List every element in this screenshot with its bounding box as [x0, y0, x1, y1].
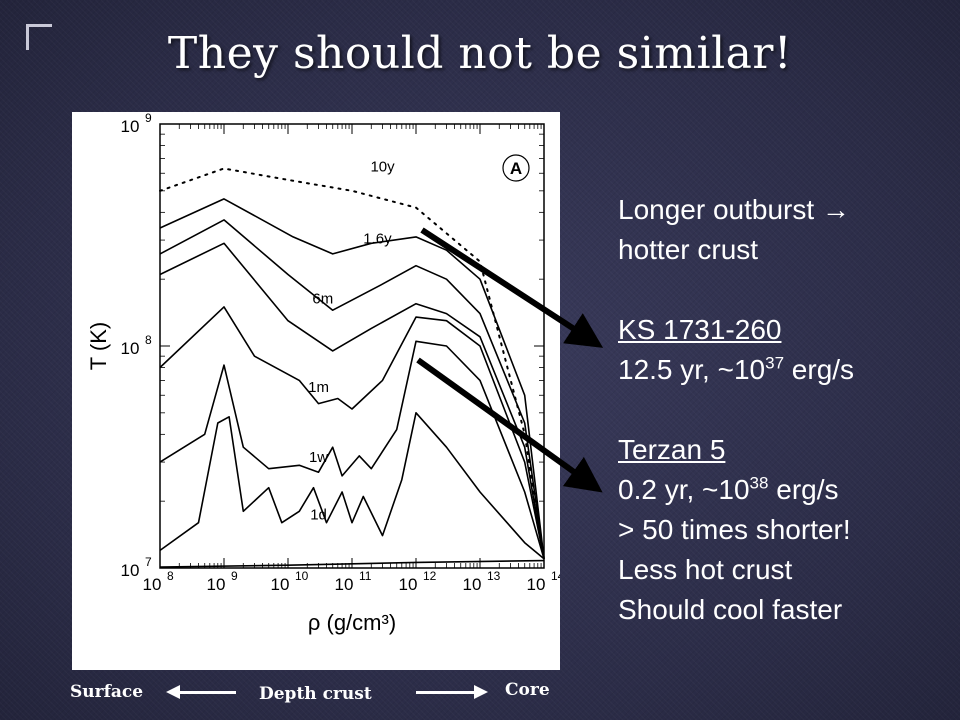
corner-decoration — [26, 24, 52, 50]
bullet-list: Longer outburst → hotter crust KS 1731-2… — [618, 190, 854, 630]
x-tick-label-exponent: 13 — [487, 569, 501, 583]
y-tick-label-exponent: 9 — [145, 112, 152, 125]
arrow-right-shaft — [416, 691, 476, 694]
spacer — [618, 390, 854, 430]
x-tick-label: 10 — [143, 575, 162, 594]
x-tick-label-exponent: 8 — [167, 569, 174, 583]
y-axis-label: T (K) — [86, 322, 111, 370]
bullet-shorter: > 50 times shorter! — [618, 514, 851, 545]
x-tick-label: 10 — [271, 575, 290, 594]
series-label: 1d — [310, 507, 327, 524]
series-line-1w — [159, 340, 545, 560]
x-tick-label-exponent: 12 — [423, 569, 437, 583]
x-tick-label: 10 — [463, 575, 482, 594]
temperature-profile-figure: 10810910101011101210131014107108109ρ (g/… — [72, 112, 560, 670]
slide-title: They should not be similar! — [167, 28, 793, 79]
source-ks1731-name: KS 1731-260 — [618, 314, 782, 345]
series-line-unlabeled-3 — [159, 242, 545, 559]
y-tick-label-exponent: 8 — [145, 333, 152, 347]
x-axis-label: ρ (g/cm³) — [308, 610, 396, 635]
temperature-profile-chart: 10810910101011101210131014107108109ρ (g/… — [86, 112, 560, 635]
series-line-1m — [159, 306, 545, 559]
y-tick-label: 10 — [121, 339, 140, 358]
arrow-left-icon — [166, 685, 180, 699]
y-tick-label: 10 — [121, 117, 140, 136]
bullet-cool-faster: Should cool faster — [618, 594, 843, 625]
x-tick-label: 10 — [335, 575, 354, 594]
arrow-left-shaft — [178, 691, 236, 694]
series-label: 1.6y — [363, 230, 392, 247]
x-tick-label-exponent: 14 — [551, 569, 560, 583]
bullet-hotter-crust: hotter crust — [618, 234, 759, 265]
x-tick-label-exponent: 10 — [295, 569, 309, 583]
x-tick-label-exponent: 9 — [231, 569, 238, 583]
y-tick-label: 10 — [121, 561, 140, 580]
plot-frame — [159, 123, 545, 569]
panel-label-circle — [502, 154, 530, 182]
panel-label: A — [510, 159, 522, 178]
depth-surface-label: Surface — [70, 682, 144, 702]
source-terzan5-detail: 0.2 yr, ~1038 erg/s — [618, 473, 839, 505]
series-label: 10y — [370, 159, 395, 176]
series-label: 6m — [312, 291, 333, 308]
bullet-longer-outburst: Longer outburst → — [618, 194, 850, 225]
x-tick-label: 10 — [527, 575, 546, 594]
depth-crust-label: Depth crust — [259, 684, 372, 704]
series-label: 1w — [309, 449, 328, 466]
arrow-right-icon — [474, 685, 488, 699]
spacer — [618, 270, 854, 310]
x-tick-label: 10 — [399, 575, 418, 594]
source-terzan5-name: Terzan 5 — [618, 434, 726, 465]
series-label: 1m — [308, 379, 329, 396]
x-tick-label: 10 — [207, 575, 226, 594]
series-line-1_6y — [159, 198, 545, 559]
depth-core-label: Core — [505, 680, 550, 700]
y-tick-label-exponent: 7 — [145, 555, 152, 569]
series-line-unlabeled-7 — [159, 559, 545, 568]
x-tick-label-exponent: 11 — [359, 569, 372, 583]
right-arrow-icon: → — [821, 194, 850, 225]
series-line-1d — [159, 412, 545, 560]
source-ks1731-detail: 12.5 yr, ~1037 erg/s — [618, 353, 855, 385]
bullet-less-hot: Less hot crust — [618, 554, 793, 585]
